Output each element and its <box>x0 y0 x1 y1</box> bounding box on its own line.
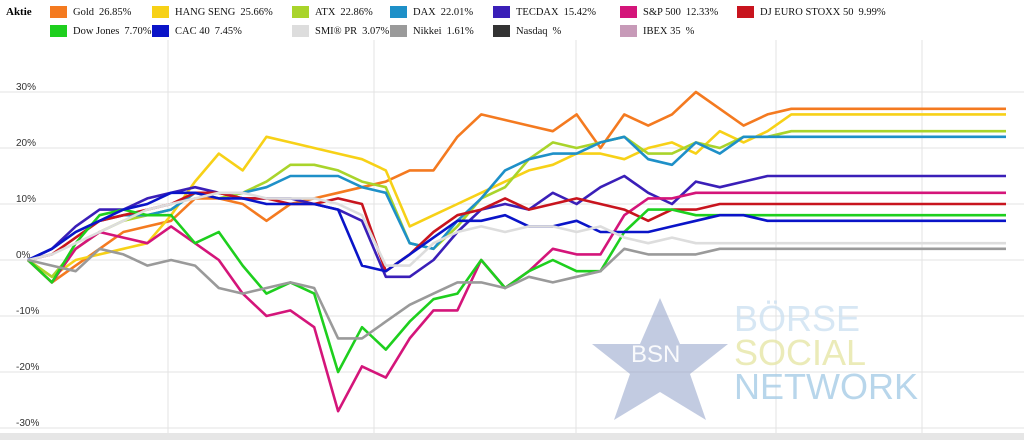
watermark-star-icon <box>592 298 728 420</box>
legend-name: SMI® PR <box>315 25 358 37</box>
legend-swatch <box>493 25 510 37</box>
series-line[interactable] <box>27 191 1006 267</box>
series-line[interactable] <box>27 247 1006 340</box>
legend-name: Nikkei <box>413 25 442 37</box>
legend-value: 15.42% <box>563 6 596 18</box>
legend-name: DAX <box>413 6 436 18</box>
legend-value: 7.70% <box>124 25 152 37</box>
legend-item[interactable]: HANG SENG 25.66% <box>152 4 273 20</box>
series-line[interactable] <box>27 174 1006 279</box>
legend-swatch <box>737 6 754 18</box>
legend-swatch <box>50 6 67 18</box>
legend-value: 22.01% <box>440 6 474 18</box>
legend-name: HANG SENG <box>175 6 236 18</box>
legend-value: 1.61% <box>446 25 474 37</box>
legend-swatch <box>620 6 637 18</box>
legend-item[interactable]: S&P 500 12.33% <box>620 4 718 20</box>
legend-name: Gold <box>73 6 94 18</box>
legend-swatch <box>390 6 407 18</box>
legend-name: Nasdaq <box>516 25 548 37</box>
legend-item[interactable]: CAC 40 7.45% <box>152 23 242 39</box>
legend-name: ATX <box>315 6 336 18</box>
legend-value: 22.86% <box>340 6 373 18</box>
y-tick-label: 10% <box>16 194 36 205</box>
legend-item[interactable]: DAX 22.01% <box>390 4 473 20</box>
watermark: BSN BÖRSE SOCIAL NETWORK <box>592 298 918 420</box>
y-axis: 30% 20% 10% 0% -10% -20% -30% <box>16 82 39 429</box>
legend-value: % <box>685 25 695 37</box>
legend-name: CAC 40 <box>175 25 210 37</box>
series-line[interactable] <box>27 208 1006 374</box>
legend: Aktie Gold 26.85% HANG SENG 25.66% ATX 22.86%… <box>0 0 1024 40</box>
y-tick-label: 0% <box>16 250 31 261</box>
legend-item[interactable]: Nasdaq% <box>493 23 561 39</box>
legend-value: 3.07% <box>362 25 390 37</box>
legend-value: 12.33% <box>685 6 719 18</box>
y-tick-label: 20% <box>16 138 36 149</box>
watermark-logo-text: BSN <box>631 341 680 368</box>
y-tick-label: 30% <box>16 82 36 93</box>
legend-item[interactable]: DJ EURO STOXX 50 9.99% <box>737 4 886 20</box>
legend-item[interactable]: Gold 26.85% <box>50 4 131 20</box>
legend-swatch <box>50 25 67 37</box>
legend-swatch <box>152 6 169 18</box>
legend-name: IBEX 35 <box>643 25 681 37</box>
legend-name: DJ EURO STOXX 50 <box>760 6 854 18</box>
series-line[interactable] <box>27 135 1006 262</box>
legend-swatch <box>390 25 407 37</box>
legend-swatch <box>292 25 309 37</box>
watermark-line3: NETWORK <box>734 366 918 407</box>
watermark-line2: SOCIAL <box>734 332 866 373</box>
watermark-line1: BÖRSE <box>734 298 860 339</box>
legend-value: 26.85% <box>99 6 132 18</box>
legend-value: 9.99% <box>858 6 886 18</box>
legend-swatch <box>620 25 637 37</box>
legend-value: 25.66% <box>240 6 273 18</box>
legend-name: Dow Jones <box>73 25 120 37</box>
series-layer <box>27 90 1006 413</box>
legend-item[interactable]: TECDAX 15.42% <box>493 4 596 20</box>
horizontal-scrollbar[interactable] <box>0 433 1024 440</box>
y-tick-label: -30% <box>16 418 39 429</box>
legend-swatch <box>292 6 309 18</box>
legend-title: Aktie <box>6 6 32 18</box>
legend-swatch <box>152 25 169 37</box>
series-line[interactable] <box>27 113 1006 279</box>
legend-item[interactable]: ATX 22.86% <box>292 4 373 20</box>
legend-name: S&P 500 <box>643 6 681 18</box>
legend-value: % <box>552 25 562 37</box>
legend-item[interactable]: Dow Jones 7.70% <box>50 23 152 39</box>
y-tick-label: -10% <box>16 306 39 317</box>
series-line[interactable] <box>27 191 1006 273</box>
legend-swatch <box>493 6 510 18</box>
series-line[interactable] <box>27 90 1006 284</box>
legend-value: 7.45% <box>214 25 242 37</box>
legend-item[interactable]: Nikkei 1.61% <box>390 23 474 39</box>
legend-item[interactable]: SMI® PR 3.07% <box>292 23 389 39</box>
series-line[interactable] <box>27 191 1006 273</box>
y-tick-label: -20% <box>16 362 39 373</box>
legend-item[interactable]: IBEX 35% <box>620 23 694 39</box>
legend-name: TECDAX <box>516 6 559 18</box>
